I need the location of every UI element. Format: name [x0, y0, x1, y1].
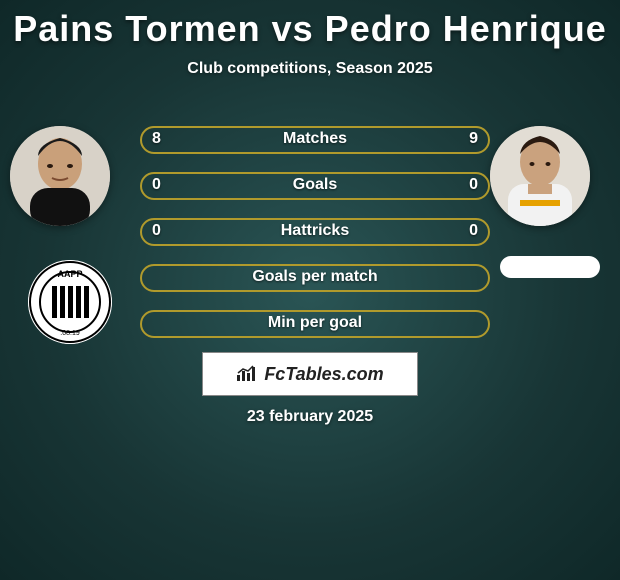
stat-row-goals: 0 Goals 0	[140, 172, 490, 200]
page-date: 23 february 2025	[0, 408, 620, 426]
brand-text: FcTables.com	[264, 364, 383, 385]
stat-label: Min per goal	[142, 314, 488, 332]
page-title: Pains Tormen vs Pedro Henrique	[0, 0, 620, 50]
brand-badge: FcTables.com	[202, 352, 418, 396]
stat-row-min-per-goal: Min per goal	[140, 310, 490, 338]
player-left-avatar	[10, 126, 110, 226]
stat-row-hattricks: 0 Hattricks 0	[140, 218, 490, 246]
stats-rows: 8 Matches 9 0 Goals 0 0 Hattricks 0 Goal…	[140, 126, 490, 356]
svg-text:.08.19: .08.19	[60, 330, 80, 337]
stat-right-value: 0	[469, 222, 478, 240]
player-right-club-badge	[500, 256, 600, 278]
stat-label: Matches	[142, 130, 488, 148]
stat-row-matches: 8 Matches 9	[140, 126, 490, 154]
page-subtitle: Club competitions, Season 2025	[0, 60, 620, 78]
stat-label: Hattricks	[142, 222, 488, 240]
stat-row-goals-per-match: Goals per match	[140, 264, 490, 292]
stat-label: Goals per match	[142, 268, 488, 286]
player-left-club-badge: AAPP .08.19	[28, 260, 112, 344]
bar-chart-icon	[236, 365, 258, 383]
stat-label: Goals	[142, 176, 488, 194]
stat-right-value: 9	[469, 130, 478, 148]
stat-right-value: 0	[469, 176, 478, 194]
club-badge-text: AAPP	[57, 269, 82, 279]
player-right-avatar	[490, 126, 590, 226]
